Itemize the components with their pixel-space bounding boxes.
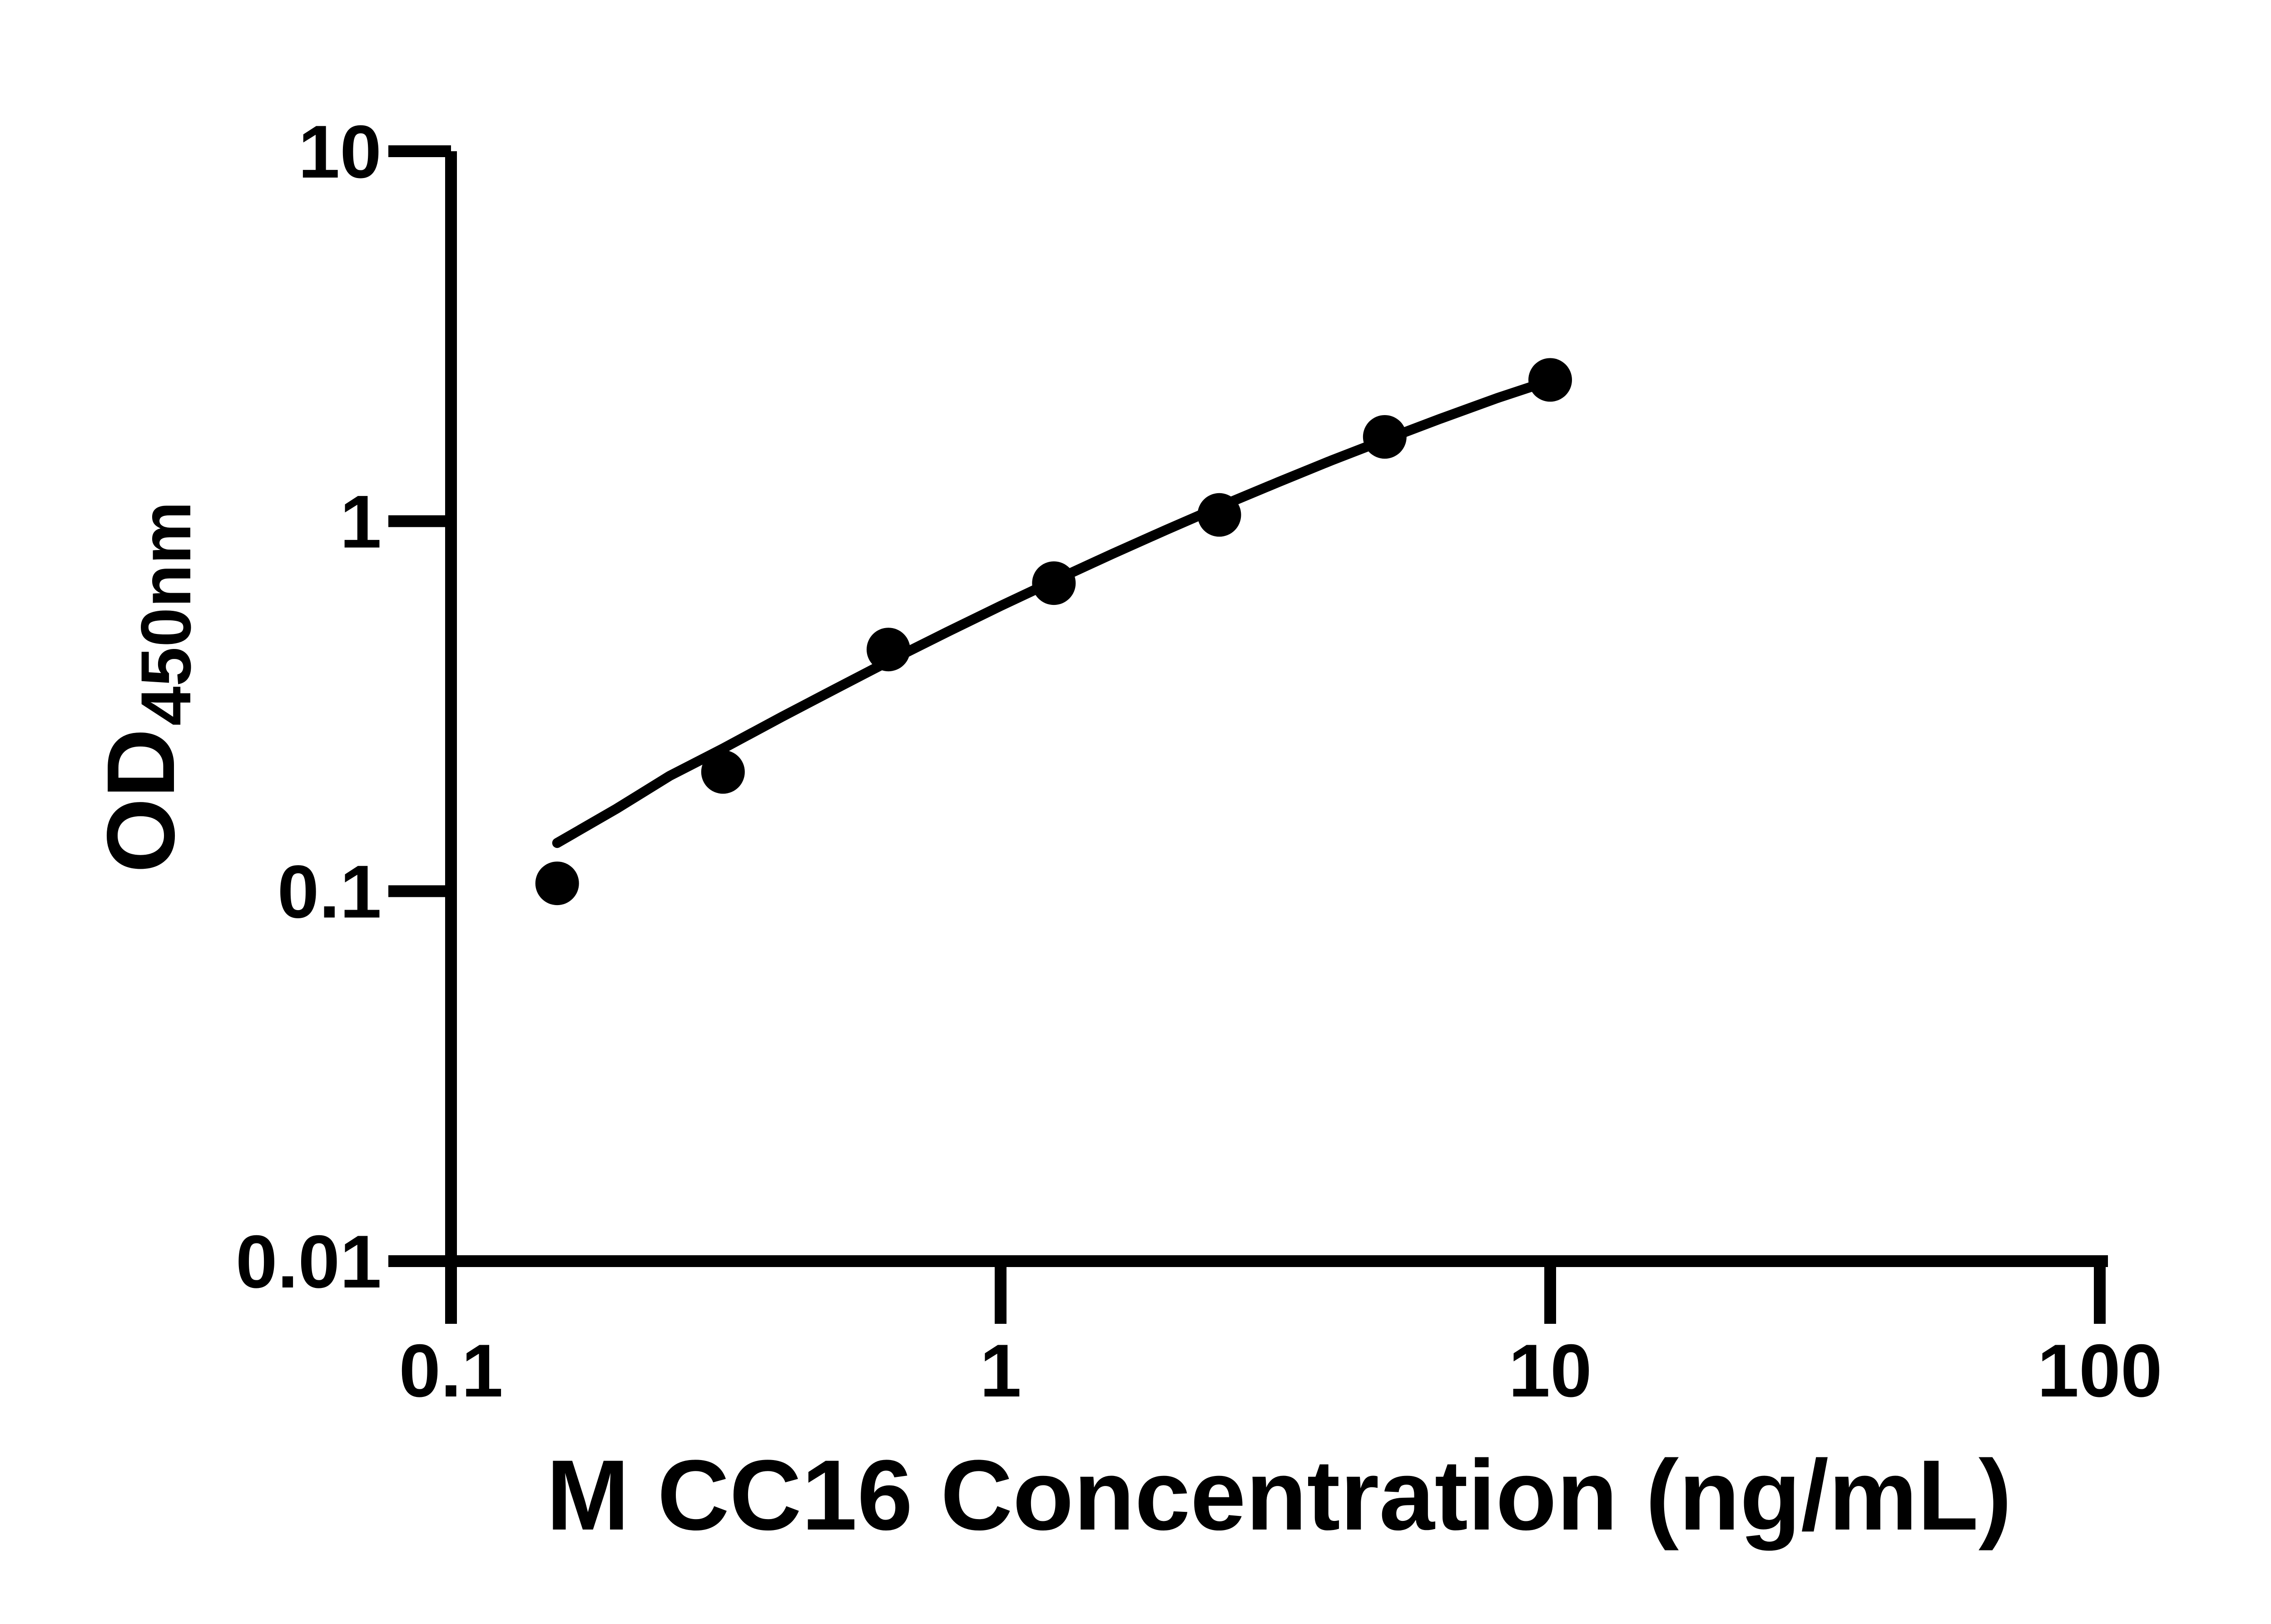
data-point-6 <box>1363 415 1407 459</box>
y-tick-label-1: 1 <box>340 480 382 564</box>
y-tick-label-0.01: 0.01 <box>236 1220 382 1303</box>
axes-layer <box>388 145 2108 1324</box>
data-point-1 <box>535 862 579 906</box>
x-tick-label-100: 100 <box>2037 1329 2162 1412</box>
axes-spine <box>445 151 2108 1267</box>
y-axis-title-text: OD450nm <box>87 501 206 873</box>
data-point-5 <box>1197 493 1241 537</box>
data-point-2 <box>701 750 745 794</box>
data-point-3 <box>867 628 910 672</box>
data-point-7 <box>1528 358 1572 402</box>
y-axis-title: OD450nm <box>87 501 206 873</box>
x-tick-label-10: 10 <box>1508 1329 1592 1412</box>
y-axis-title-main: OD <box>87 728 194 873</box>
y-tick-label-10: 10 <box>298 110 382 193</box>
data-point-4 <box>1032 561 1076 605</box>
x-tick-label-1: 1 <box>980 1329 1021 1412</box>
x-tick-label-0.1: 0.1 <box>399 1329 503 1412</box>
points-layer <box>535 358 1572 906</box>
x-axis-title: M CC16 Concentration (ng/mL) <box>546 1439 2012 1551</box>
y-tick-label-0.1: 0.1 <box>278 850 382 933</box>
y-axis-title-subscript: 450nm <box>127 501 206 726</box>
